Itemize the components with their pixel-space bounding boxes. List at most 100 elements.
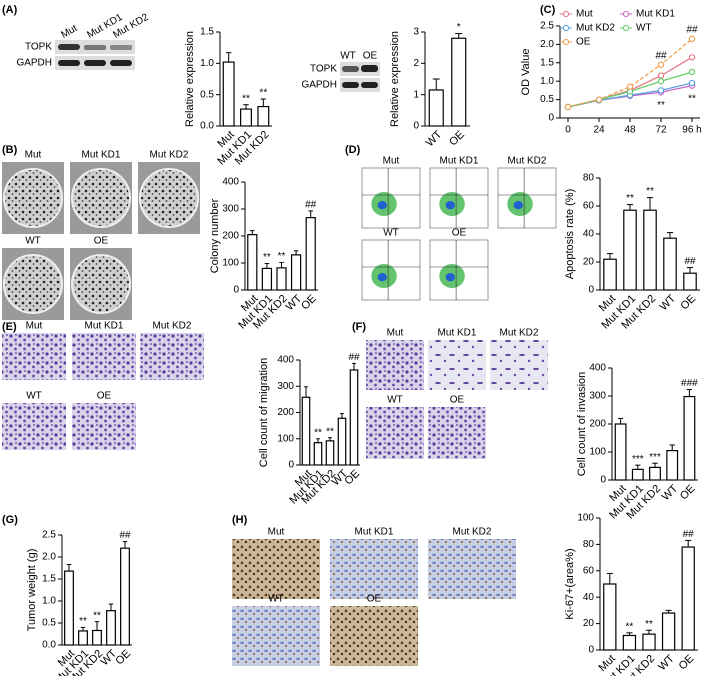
x-tick-label: 96 h — [682, 125, 701, 136]
y-tick-label: 0 — [288, 460, 294, 471]
image-label: WT — [387, 395, 403, 406]
point — [626, 83, 634, 90]
significance: ** — [626, 193, 634, 204]
bar — [623, 209, 637, 291]
bar — [349, 369, 359, 466]
bar — [78, 630, 88, 646]
image-label: WT — [268, 594, 284, 605]
x-tick-label: OE — [113, 648, 133, 668]
y-tick-label: 0.5 — [200, 89, 214, 100]
image-label: OE — [97, 391, 112, 402]
image-label: Mut — [268, 527, 285, 538]
x-tick-label: OE — [447, 129, 467, 149]
bar — [622, 634, 637, 651]
micrograph — [490, 340, 548, 390]
y-tick-label: 20 — [583, 618, 595, 629]
dish — [139, 168, 199, 228]
x-tick-label: OE — [342, 468, 362, 488]
micrograph — [366, 407, 424, 459]
image-label: Mut KD2 — [150, 150, 189, 161]
y-tick-label: 0 — [548, 113, 554, 124]
significance: ** — [93, 610, 101, 621]
image-label: Mut KD1 — [355, 527, 394, 538]
significance: * — [457, 22, 461, 33]
significance: ** — [259, 88, 267, 99]
micrograph — [366, 340, 424, 390]
y-tick-label: 300 — [222, 204, 239, 215]
dish — [71, 168, 131, 228]
panel-label: (D) — [345, 144, 361, 156]
y-axis-label: OD Value — [520, 49, 532, 96]
bar — [683, 395, 696, 481]
y-tick-label: 100 — [277, 433, 294, 444]
significance: ** — [646, 186, 654, 197]
micrograph — [2, 333, 66, 380]
y-tick-label: 200 — [589, 419, 606, 430]
blot-a2 — [340, 62, 380, 92]
y-axis-label: Colony number — [209, 198, 221, 273]
point — [657, 72, 665, 79]
row-label: TOPK — [310, 64, 337, 75]
series-line — [567, 56, 693, 108]
y-axis-label: Cell count of invasion — [576, 372, 588, 477]
y-tick-label: 40 — [583, 229, 595, 240]
image-label: Mut KD2 — [453, 527, 492, 538]
micrograph — [428, 407, 486, 459]
x-tick-label: WT — [424, 128, 445, 149]
bar — [642, 633, 656, 651]
point — [564, 103, 572, 111]
y-tick-label: 0.0 — [42, 640, 56, 651]
point — [688, 79, 696, 87]
legend-marker — [562, 10, 570, 18]
significance: ** — [326, 426, 334, 437]
image-label: Mut KD1 — [438, 328, 477, 339]
significance: ## — [686, 25, 698, 36]
row-label: TOPK — [25, 42, 52, 53]
panel-label: (F) — [352, 321, 366, 333]
y-axis-label: Tumor weight (g) — [26, 549, 38, 632]
point — [657, 87, 665, 94]
bar — [261, 267, 273, 291]
image-label: OE — [452, 228, 467, 239]
micrograph — [232, 539, 320, 599]
y-tick-label: 1.5 — [42, 574, 56, 585]
legend-label: Mut KD2 — [576, 23, 615, 34]
significance: ** — [645, 619, 653, 630]
x-tick-label: 48 — [624, 125, 636, 136]
image-label: Mut — [383, 156, 400, 167]
lane-label: Mut — [59, 23, 79, 41]
image-label: Mut — [26, 321, 43, 332]
y-tick-label: 3 — [413, 27, 419, 38]
x-tick-label: OE — [299, 293, 319, 313]
lane-label: WT — [340, 51, 356, 62]
y-tick-label: 80 — [583, 539, 595, 550]
row-label: GAPDH — [301, 80, 337, 91]
point — [688, 68, 696, 76]
y-tick-label: 0.5 — [42, 618, 56, 629]
significance: ** — [278, 251, 286, 262]
panel-label: (E) — [2, 321, 17, 333]
bar — [92, 629, 102, 646]
y-tick-label: 1.0 — [540, 76, 554, 87]
bar — [120, 547, 130, 646]
flow-core — [377, 201, 387, 210]
bar — [106, 610, 116, 646]
y-tick-label: 0 — [233, 285, 239, 296]
x-tick-label: OE — [678, 483, 698, 503]
y-axis-label: Apoptosis rate (%) — [564, 189, 576, 279]
micrograph — [428, 539, 516, 599]
legend-label: Mut KD1 — [636, 9, 675, 20]
micrograph — [2, 403, 66, 450]
point — [657, 61, 665, 68]
y-tick-label: 60 — [583, 565, 595, 576]
image-label: OE — [367, 594, 382, 605]
bar — [631, 468, 644, 481]
dish — [71, 254, 131, 314]
image-label: OE — [94, 236, 109, 247]
micrograph — [140, 333, 204, 380]
image-label: Mut KD2 — [500, 328, 539, 339]
image-label: Mut KD1 — [440, 156, 479, 167]
bar — [257, 105, 270, 127]
image-label: Mut KD1 — [85, 321, 124, 332]
bar — [661, 612, 676, 651]
